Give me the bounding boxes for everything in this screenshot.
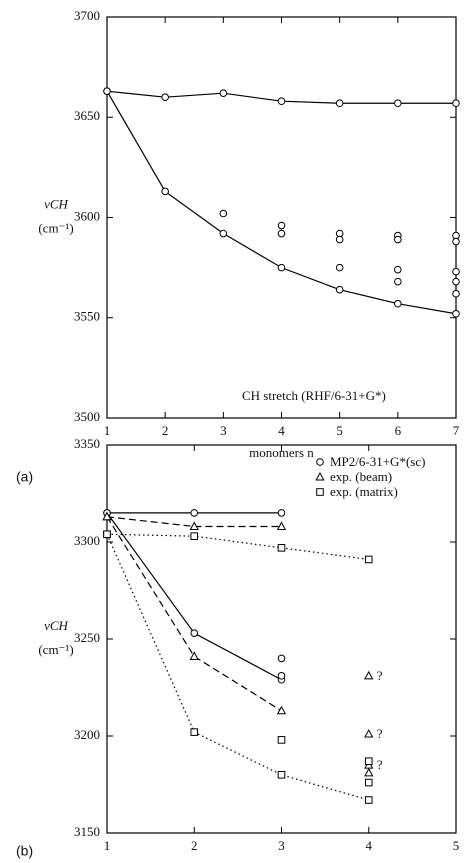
x-tick-label: 5	[453, 838, 460, 853]
marker-square	[103, 530, 111, 539]
series-line	[106, 516, 282, 528]
legend-label: exp. (beam)	[330, 469, 392, 484]
marker-circle	[190, 629, 199, 637]
marker-circle	[394, 299, 402, 308]
y-tick-label: 3300	[74, 533, 100, 548]
x-tick-label: 1	[104, 838, 111, 853]
y-axis-unit: (cm⁻¹)	[38, 642, 73, 657]
y-tick-label: 3700	[74, 8, 100, 23]
marker-triangle	[364, 670, 374, 680]
plot-frame	[106, 16, 457, 419]
y-tick-label: 3600	[74, 208, 100, 223]
x-tick-label: 4	[366, 838, 373, 853]
marker-triangle	[276, 521, 287, 530]
series-line	[106, 90, 457, 315]
marker-square	[364, 778, 373, 787]
marker-triangle	[364, 767, 374, 777]
y-axis-label: νCH	[44, 196, 68, 211]
marker-circle	[277, 672, 286, 680]
marker-circle	[161, 93, 169, 101]
panel-label: (a)	[16, 469, 33, 485]
marker-square	[190, 728, 199, 736]
marker-circle	[277, 229, 286, 238]
marker-circle	[394, 235, 402, 244]
y-tick-label: 3350	[74, 436, 100, 451]
data-label: ?	[377, 757, 383, 772]
legend-label: exp. (matrix)	[330, 484, 398, 499]
marker-circle	[190, 509, 199, 517]
marker-triangle	[102, 511, 112, 521]
data-label: ?	[377, 726, 383, 741]
marker-circle	[161, 187, 169, 196]
x-tick-label: 1	[104, 423, 111, 438]
data-label: ?	[377, 668, 383, 683]
marker-circle	[452, 289, 460, 298]
marker-circle	[277, 263, 286, 272]
x-tick-label: 4	[278, 423, 285, 438]
marker-square	[364, 555, 373, 564]
marker-triangle	[276, 705, 287, 715]
marker-circle	[335, 99, 344, 108]
y-axis-unit: (cm⁻¹)	[38, 220, 73, 235]
y-tick-label: 3200	[74, 727, 100, 742]
y-tick-label: 3150	[74, 824, 100, 839]
marker-circle	[452, 99, 460, 108]
series-line	[106, 533, 369, 801]
marker-square	[277, 544, 286, 552]
marker-square	[277, 736, 286, 744]
marker-circle	[452, 309, 460, 318]
marker-circle	[394, 265, 402, 274]
panel-label: (b)	[16, 843, 33, 859]
marker-circle	[277, 221, 286, 230]
marker-circle	[452, 267, 460, 276]
marker-circle	[219, 89, 228, 97]
annotation: CH stretch (RHF/6-31+G*)	[242, 388, 386, 403]
marker-circle	[277, 97, 286, 106]
marker-square	[316, 488, 324, 496]
x-tick-label: 3	[220, 423, 227, 438]
marker-square	[277, 771, 286, 779]
marker-square	[190, 532, 199, 540]
x-axis-label: monomers n	[249, 445, 314, 460]
marker-circle	[316, 458, 324, 466]
x-axis-label: monomers n	[249, 860, 314, 863]
marker-circle	[277, 509, 286, 517]
marker-triangle	[189, 521, 199, 530]
marker-circle	[394, 99, 402, 108]
marker-circle	[335, 235, 344, 244]
marker-circle	[219, 229, 228, 238]
marker-circle	[277, 654, 286, 663]
y-tick-label: 3500	[74, 409, 100, 424]
legend-label: MP2/6-31+G*(sc)	[330, 454, 425, 469]
marker-triangle	[189, 651, 199, 660]
marker-circle	[394, 277, 402, 286]
x-tick-label: 5	[336, 423, 343, 438]
marker-square	[364, 757, 373, 766]
marker-triangle	[315, 471, 325, 481]
marker-circle	[335, 263, 344, 272]
y-tick-label: 3550	[74, 309, 100, 324]
y-tick-label: 3650	[74, 108, 100, 123]
x-tick-label: 3	[278, 838, 285, 853]
marker-circle	[452, 237, 460, 246]
marker-square	[364, 796, 373, 804]
marker-triangle	[364, 729, 374, 738]
x-tick-label: 2	[162, 423, 169, 438]
marker-circle	[335, 285, 344, 294]
x-tick-label: 2	[191, 838, 198, 853]
marker-circle	[452, 277, 460, 286]
x-tick-label: 6	[395, 423, 402, 438]
marker-circle	[103, 87, 111, 95]
series-line	[106, 533, 369, 561]
x-tick-label: 7	[453, 423, 460, 438]
y-tick-label: 3250	[74, 630, 100, 645]
series-line	[106, 516, 282, 712]
marker-circle	[219, 209, 228, 218]
y-axis-label: νCH	[44, 618, 68, 633]
